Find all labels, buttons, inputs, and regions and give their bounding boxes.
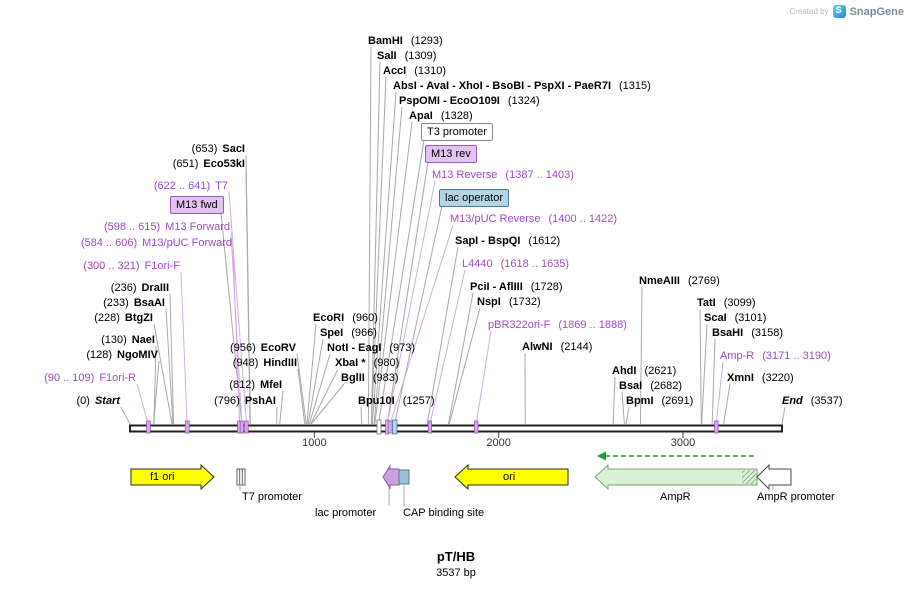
leader-line	[448, 292, 474, 425]
created-by-text: Created by	[789, 7, 829, 16]
leader-line	[245, 169, 251, 425]
snapgene-logo-icon	[832, 5, 846, 18]
primer-mark[interactable]	[474, 420, 479, 434]
leader-line	[386, 180, 436, 425]
primer-mark[interactable]	[244, 420, 249, 434]
primer-mark[interactable]	[387, 420, 393, 434]
leader-line	[386, 161, 429, 425]
primer-mark[interactable]	[184, 420, 190, 434]
leader-line	[360, 406, 363, 425]
leader-line	[426, 246, 459, 425]
leader-line	[367, 46, 372, 425]
watermark: Created by SnapGene	[789, 5, 904, 18]
leader-line	[448, 307, 481, 425]
plasmid-name: pT/HB	[436, 549, 476, 564]
ampr-orf-arrow-head	[597, 451, 606, 461]
leader-line	[699, 308, 702, 425]
primer-mark[interactable]	[146, 420, 151, 434]
leader-line	[701, 323, 708, 425]
leader-line	[297, 368, 306, 425]
leader-line	[394, 205, 443, 425]
leader-line	[153, 323, 173, 425]
leader-line	[612, 376, 616, 425]
f1-ori-feature[interactable]	[130, 463, 215, 491]
leader-line	[389, 224, 454, 425]
primer-mark[interactable]	[239, 420, 244, 434]
ori-feature[interactable]	[454, 463, 569, 491]
feature-mark[interactable]	[392, 419, 398, 435]
leader-line	[165, 308, 174, 425]
leader-line	[136, 383, 149, 425]
leader-line	[232, 248, 241, 425]
leader-line	[475, 330, 492, 425]
leader-line	[153, 360, 160, 425]
leader-line	[120, 406, 131, 425]
snapgene-brand-text: SnapGene	[849, 5, 904, 18]
feature-mark[interactable]	[376, 419, 382, 435]
leader-line	[639, 286, 643, 425]
leader-line	[370, 76, 387, 425]
ampr-feature-hatch	[742, 470, 756, 484]
leader-line	[310, 368, 339, 425]
leader-line	[307, 338, 324, 425]
cap-binding-site-feature[interactable]	[398, 469, 410, 485]
leader-line	[180, 271, 188, 425]
ampr-promoter-feature[interactable]	[756, 463, 792, 491]
leader-line	[296, 353, 307, 425]
leader-line	[781, 406, 786, 425]
leader-line	[625, 406, 630, 425]
leader-line	[228, 191, 247, 425]
ampr-feature[interactable]	[594, 463, 758, 491]
leader-line	[371, 91, 397, 425]
leader-line	[308, 353, 331, 425]
leader-line	[715, 361, 724, 425]
leader-line	[370, 61, 381, 425]
leader-line	[169, 293, 175, 425]
leader-line	[373, 106, 403, 425]
plasmid-size: 3537 bp	[436, 567, 476, 579]
primer-mark[interactable]	[427, 420, 432, 434]
leader-line	[723, 383, 731, 425]
leader-line	[621, 391, 625, 425]
leader-line	[279, 390, 284, 425]
leader-line	[374, 121, 413, 425]
primer-mark[interactable]	[714, 420, 719, 434]
lac-promoter-feature[interactable]	[382, 464, 400, 490]
leader-line	[429, 269, 466, 425]
leader-line	[310, 383, 345, 425]
leader-line	[306, 323, 317, 425]
t7-promoter-feature[interactable]	[236, 468, 246, 486]
leader-line	[377, 139, 425, 425]
leader-line	[711, 338, 716, 425]
